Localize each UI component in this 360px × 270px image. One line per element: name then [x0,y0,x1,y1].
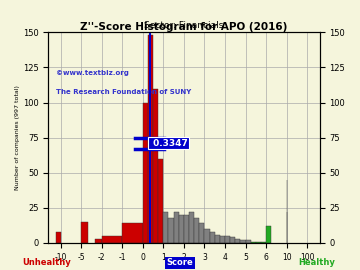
Bar [194,218,199,243]
Bar [251,242,256,243]
Bar [168,218,174,243]
Bar [184,215,189,243]
Bar [189,212,194,243]
Bar [225,236,230,243]
Bar [199,223,204,243]
Bar [215,235,220,243]
Bar [246,240,251,243]
Bar [230,237,235,243]
Bar [210,232,215,243]
Text: Unhealthy: Unhealthy [22,258,71,267]
Bar [240,240,246,243]
Text: Score: Score [167,258,193,267]
Bar [179,215,184,243]
Text: ©www.textbiz.org: ©www.textbiz.org [57,70,129,76]
Text: 0.3347: 0.3347 [150,139,188,148]
Bar [256,242,261,243]
Bar [57,232,60,243]
Bar [220,236,225,243]
Bar [102,236,122,243]
Bar [143,103,148,243]
Y-axis label: Number of companies (997 total): Number of companies (997 total) [15,85,20,190]
Bar [163,212,168,243]
Bar [174,212,179,243]
Text: The Research Foundation of SUNY: The Research Foundation of SUNY [57,89,192,95]
Bar [261,242,266,243]
Bar [204,229,210,243]
Bar [95,239,102,243]
Bar [158,159,163,243]
Bar [153,89,158,243]
Bar [122,223,143,243]
Bar [81,222,88,243]
Bar [266,226,271,243]
Title: Z''-Score Histogram for APO (2016): Z''-Score Histogram for APO (2016) [80,22,288,32]
Text: Healthy: Healthy [298,258,335,267]
Text: Sector: Financials: Sector: Financials [144,21,224,30]
Bar [235,239,240,243]
Bar [148,35,153,243]
